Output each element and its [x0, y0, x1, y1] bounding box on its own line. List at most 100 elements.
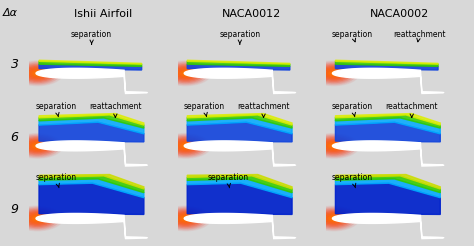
Circle shape — [33, 216, 43, 221]
Circle shape — [183, 145, 188, 147]
Polygon shape — [184, 141, 295, 166]
Text: separation: separation — [71, 30, 112, 44]
Polygon shape — [39, 174, 144, 189]
Circle shape — [168, 65, 203, 82]
Circle shape — [22, 138, 53, 153]
Circle shape — [329, 143, 339, 148]
Circle shape — [33, 143, 43, 148]
Circle shape — [15, 135, 60, 157]
Polygon shape — [187, 114, 292, 125]
Circle shape — [316, 210, 352, 227]
Circle shape — [25, 140, 50, 152]
Circle shape — [165, 209, 206, 228]
Polygon shape — [184, 214, 295, 239]
Circle shape — [168, 137, 203, 154]
Circle shape — [329, 71, 339, 76]
Circle shape — [314, 63, 354, 83]
Polygon shape — [336, 64, 438, 70]
Circle shape — [163, 62, 209, 84]
Circle shape — [319, 66, 349, 81]
Polygon shape — [332, 214, 444, 239]
Circle shape — [316, 137, 352, 154]
Circle shape — [18, 63, 58, 83]
Circle shape — [331, 72, 337, 75]
Text: separation: separation — [332, 102, 373, 117]
Polygon shape — [187, 64, 290, 70]
Text: reattachment: reattachment — [393, 30, 446, 42]
Circle shape — [168, 210, 203, 227]
Polygon shape — [336, 176, 440, 193]
Polygon shape — [187, 179, 292, 198]
Circle shape — [178, 142, 193, 150]
Circle shape — [30, 70, 45, 77]
Circle shape — [183, 217, 188, 220]
Circle shape — [173, 140, 198, 152]
Polygon shape — [336, 174, 440, 189]
Text: reattachment: reattachment — [89, 102, 142, 117]
Text: NACA0012: NACA0012 — [222, 9, 281, 19]
Circle shape — [181, 71, 191, 76]
Polygon shape — [39, 61, 142, 66]
Circle shape — [327, 215, 341, 222]
Text: 3: 3 — [11, 58, 18, 71]
Circle shape — [15, 207, 60, 230]
Circle shape — [165, 63, 206, 83]
Circle shape — [30, 142, 45, 150]
Polygon shape — [187, 115, 292, 128]
Circle shape — [327, 70, 341, 77]
Circle shape — [27, 141, 47, 151]
Circle shape — [35, 72, 40, 75]
Circle shape — [27, 68, 47, 78]
Circle shape — [311, 207, 356, 230]
Circle shape — [176, 68, 196, 78]
Circle shape — [22, 66, 53, 81]
Polygon shape — [39, 176, 144, 193]
Polygon shape — [184, 68, 295, 93]
Circle shape — [20, 210, 55, 227]
Circle shape — [314, 209, 354, 228]
Polygon shape — [336, 122, 440, 142]
Polygon shape — [336, 115, 440, 128]
Circle shape — [176, 214, 196, 223]
Circle shape — [178, 70, 193, 77]
Polygon shape — [332, 141, 444, 166]
Circle shape — [22, 211, 53, 226]
Polygon shape — [336, 60, 438, 64]
Circle shape — [35, 217, 40, 220]
Polygon shape — [39, 114, 144, 125]
Circle shape — [321, 67, 346, 79]
Circle shape — [319, 138, 349, 153]
Circle shape — [311, 62, 356, 84]
Polygon shape — [187, 174, 292, 189]
Circle shape — [183, 72, 188, 75]
Polygon shape — [39, 60, 142, 64]
Circle shape — [18, 209, 58, 228]
Polygon shape — [336, 61, 438, 66]
Text: separation: separation — [36, 102, 77, 117]
Circle shape — [324, 68, 344, 78]
Circle shape — [329, 216, 339, 221]
Polygon shape — [336, 114, 440, 125]
Circle shape — [171, 138, 201, 153]
Circle shape — [321, 140, 346, 152]
Circle shape — [20, 137, 55, 154]
Polygon shape — [39, 118, 144, 134]
Circle shape — [163, 207, 209, 230]
Circle shape — [18, 136, 58, 156]
Text: reattachment: reattachment — [385, 102, 438, 117]
Polygon shape — [39, 64, 142, 70]
Text: Δα: Δα — [3, 8, 18, 18]
Circle shape — [327, 142, 341, 150]
Text: 6: 6 — [11, 131, 18, 144]
Polygon shape — [187, 61, 290, 66]
Circle shape — [321, 212, 346, 225]
Polygon shape — [336, 183, 440, 215]
Circle shape — [35, 145, 40, 147]
Polygon shape — [39, 179, 144, 198]
Polygon shape — [187, 176, 292, 193]
Text: separation: separation — [332, 173, 373, 188]
Text: reattachment: reattachment — [237, 102, 290, 117]
Polygon shape — [39, 115, 144, 128]
Text: separation: separation — [332, 30, 373, 42]
Polygon shape — [187, 122, 292, 142]
